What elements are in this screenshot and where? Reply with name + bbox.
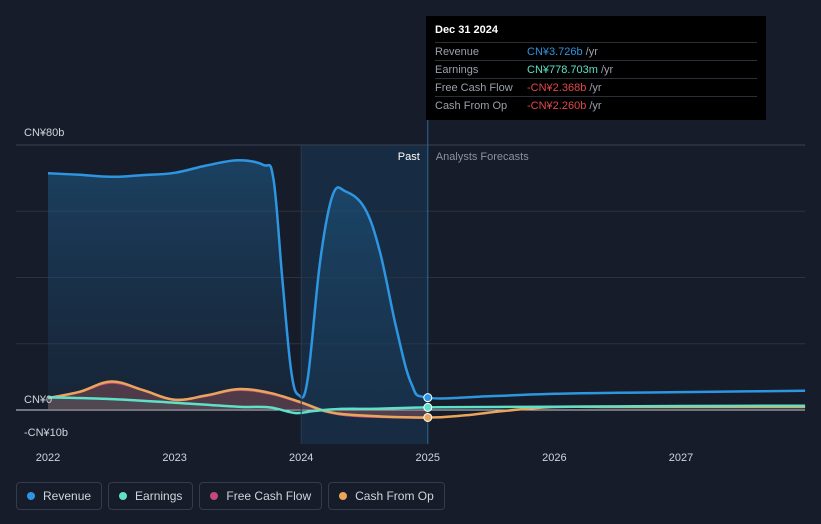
tooltip-row: Revenue CN¥3.726b/yr	[435, 42, 757, 60]
tooltip-row-unit: /yr	[585, 45, 598, 58]
tooltip-row-unit: /yr	[589, 81, 602, 94]
revenue-line	[47, 158, 806, 400]
legend-label: Cash From Op	[355, 489, 434, 503]
tooltip-date: Dec 31 2024	[435, 24, 498, 36]
tooltip-row-label: Earnings	[435, 63, 479, 76]
forecast-label: Analysts Forecasts	[436, 151, 529, 163]
y-axis-label: CN¥0	[24, 394, 52, 406]
tooltip-row: Cash From Op -CN¥2.260b/yr	[435, 96, 757, 114]
legend-dot-icon	[210, 492, 219, 500]
x-axis-label: 2024	[289, 452, 313, 464]
legend-label: Revenue	[43, 489, 92, 503]
legend-dot-icon	[27, 492, 35, 500]
tooltip-row: Free Cash Flow -CN¥2.368b/yr	[435, 78, 757, 96]
x-axis-label: 2023	[162, 452, 186, 464]
tooltip-row-unit: /yr	[600, 63, 614, 76]
y-axis-label: CN¥80b	[24, 127, 64, 139]
legend-label: Earnings	[135, 489, 183, 503]
earnings-line	[47, 396, 806, 415]
tooltip-row-value: -CN¥2.260b	[527, 99, 587, 112]
legend-item-revenue[interactable]: Revenue	[16, 482, 103, 510]
x-axis-label: 2022	[36, 452, 60, 464]
y-axis-label: -CN¥10b	[24, 427, 68, 439]
series-lines	[47, 158, 806, 420]
chart-legend: Revenue Earnings Free Cash Flow Cash From O…	[16, 482, 445, 510]
legend-item-free-cash-flow[interactable]: Free Cash Flow	[199, 482, 323, 510]
tooltip-row-value: -CN¥2.368b	[527, 81, 587, 94]
hover-markers	[423, 393, 433, 422]
tooltip-row: Earnings CN¥778.703m/yr	[435, 60, 757, 78]
revenue-marker	[423, 393, 433, 403]
tooltip-row-label: Revenue	[435, 45, 480, 58]
tooltip-row-label: Free Cash Flow	[435, 81, 513, 94]
legend-item-cash-from-op[interactable]: Cash From Op	[328, 482, 445, 510]
past-label: Past	[398, 151, 420, 163]
legend-dot-icon	[119, 492, 128, 500]
hover-tooltip: Dec 31 2024 Revenue CN¥3.726b/yr Earnings C…	[426, 16, 766, 120]
x-axis-label: 2025	[416, 452, 440, 464]
tooltip-row-value: CN¥778.703m	[527, 63, 598, 76]
tooltip-row-unit: /yr	[589, 99, 602, 112]
legend-item-earnings[interactable]: Earnings	[108, 482, 194, 510]
legend-dot-icon	[339, 492, 348, 500]
tooltip-row-value: CN¥3.726b	[527, 45, 583, 58]
y-axis-labels: CN¥80b CN¥0 -CN¥10b	[24, 127, 68, 439]
cash-from-op-marker	[423, 412, 433, 422]
x-axis-label: 2027	[669, 452, 693, 464]
x-axis-labels: 2022 2023 2024 2025 2026 2027	[36, 452, 693, 464]
revenue-area	[48, 160, 428, 410]
earnings-marker	[423, 402, 433, 412]
legend-label: Free Cash Flow	[226, 489, 312, 503]
x-axis-label: 2026	[542, 452, 566, 464]
tooltip-rows: Revenue CN¥3.726b/yr Earnings CN¥778.703m/y…	[435, 42, 757, 114]
tooltip-row-label: Cash From Op	[435, 99, 508, 112]
